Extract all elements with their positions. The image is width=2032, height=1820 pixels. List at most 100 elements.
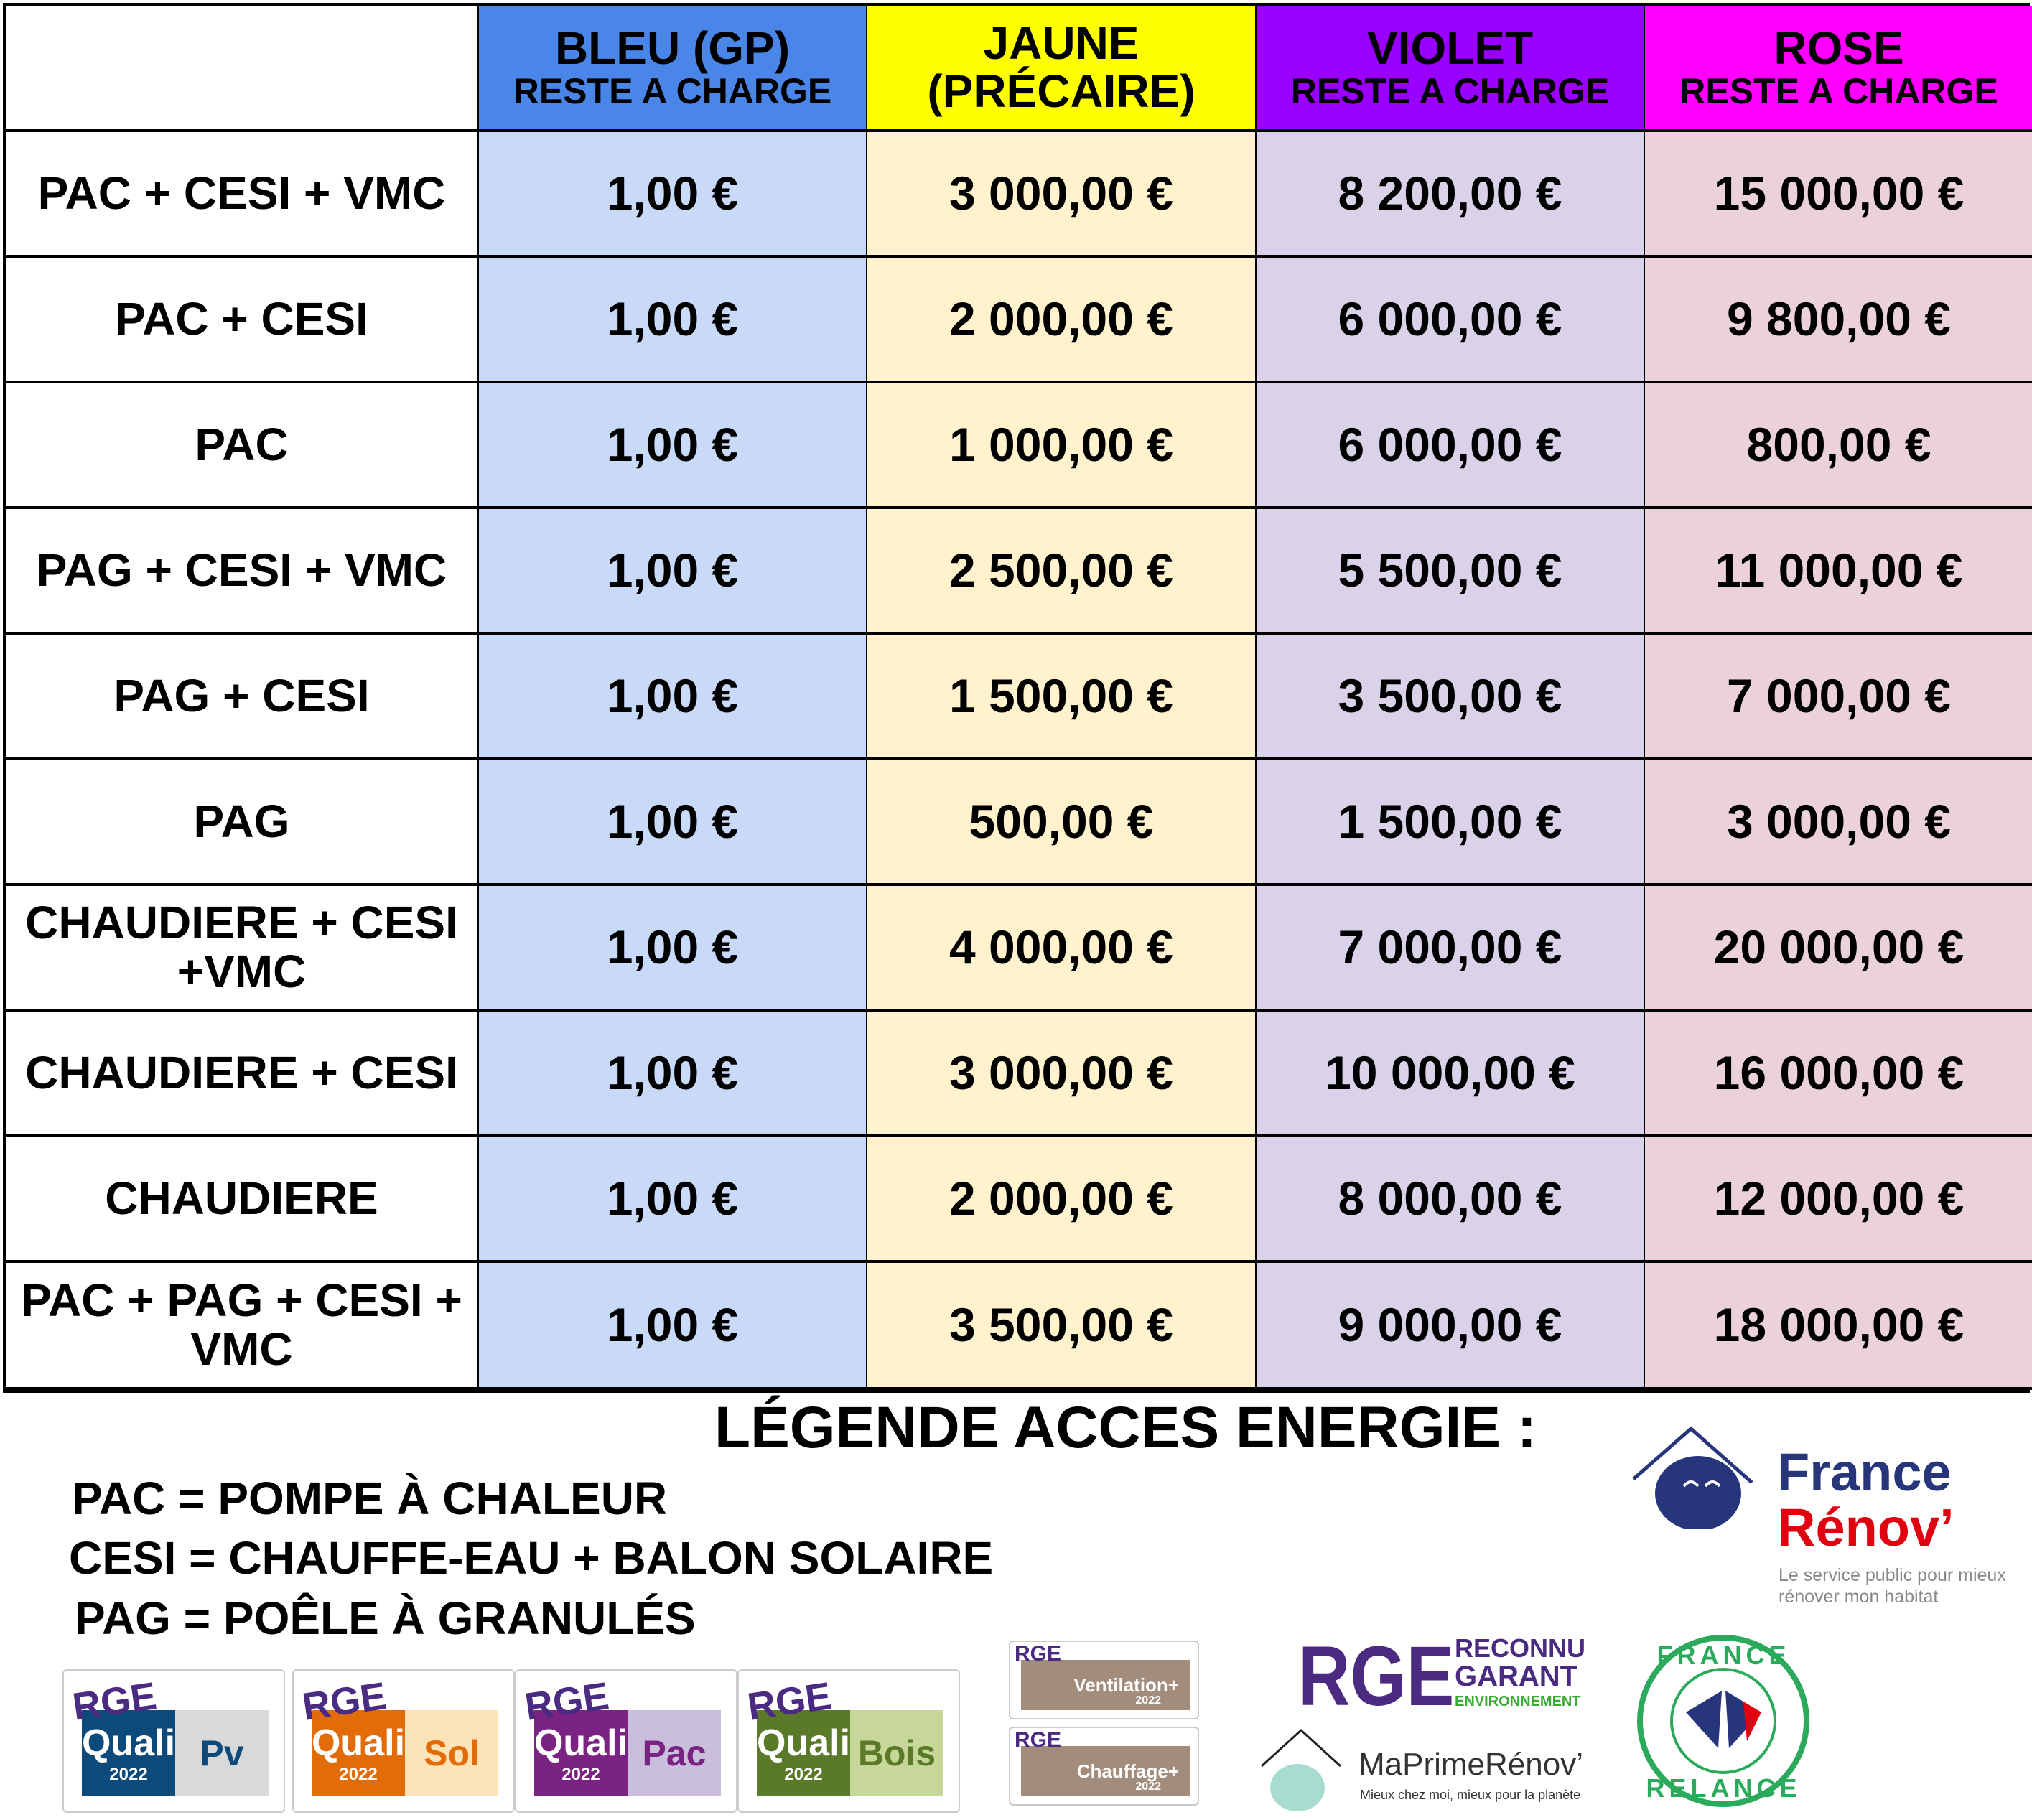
france-relance-logo: FRANCE RELANCE — [1636, 1633, 1812, 1809]
price-cell: 6 000,00 € — [1257, 258, 1645, 383]
label-text: Ventilation+ — [1073, 1674, 1179, 1696]
rge-garant-logo: RGE RECONNU GARANT ENVIRONNEMENT — [1298, 1629, 1586, 1724]
price-value: 1,00 € — [606, 668, 739, 722]
year-text: 2022 — [784, 1765, 823, 1784]
price-value: 1,00 € — [606, 417, 739, 471]
price-value: 3 000,00 € — [1727, 794, 1951, 848]
price-value: 8 200,00 € — [1338, 166, 1562, 220]
price-value: 3 000,00 € — [949, 1045, 1173, 1099]
column-header: ROSE RESTE A CHARGE — [1645, 6, 2032, 132]
price-value: 20 000,00 € — [1713, 920, 1965, 974]
row-label: PAC + CESI + VMC — [6, 132, 479, 258]
column-subtitle: (PRÉCAIRE) — [927, 65, 1196, 117]
price-value: 2 000,00 € — [949, 291, 1173, 345]
price-value: 2 000,00 € — [949, 1171, 1173, 1225]
price-cell: 20 000,00 € — [1645, 886, 2032, 1012]
row-label-text: PAG + CESI — [113, 669, 370, 722]
rge-text: RGE — [1015, 1728, 1062, 1752]
legend-title: LÉGENDE ACCES ENERGIE : — [714, 1395, 1537, 1460]
quali-suffix: Sol — [424, 1733, 480, 1773]
quali-text: Quali — [311, 1722, 406, 1764]
column-subtitle: RESTE A CHARGE — [1679, 71, 1998, 112]
column-header: BLEU (GP) RESTE A CHARGE — [479, 6, 867, 132]
row-label-text: PAC + CESI — [115, 292, 368, 345]
column-subtitle: RESTE A CHARGE — [1290, 71, 1610, 112]
price-value: 8 000,00 € — [1338, 1171, 1562, 1225]
price-cell: 16 000,00 € — [1645, 1012, 2032, 1137]
quali-pac-logo: Quali 2022 Pac RGE — [515, 1669, 737, 1813]
row-label-text: PAG — [193, 795, 290, 847]
price-cell: 2 000,00 € — [867, 258, 1257, 383]
legend-line: PAG = POÊLE À GRANULÉS — [75, 1592, 696, 1644]
price-value: 9 800,00 € — [1727, 291, 1951, 345]
price-cell: 1 500,00 € — [1257, 760, 1645, 886]
price-cell: 3 500,00 € — [1257, 635, 1645, 760]
row-label: CHAUDIERE + CESI +VMC — [6, 886, 479, 1012]
house-face-icon — [1260, 1728, 1342, 1811]
quali-sol-logo: Quali 2022 Sol RGE — [292, 1669, 515, 1813]
price-cell: 800,00 € — [1645, 383, 2032, 509]
quali-bois-logo: Quali 2022 Bois RGE — [737, 1669, 960, 1813]
row-label: PAC + PAG + CESI + VMC — [6, 1263, 479, 1390]
quali-suffix: Pac — [642, 1733, 707, 1773]
france-renov-logo: France Rénov’ Le service public pour mie… — [1630, 1414, 2032, 1615]
row-label: PAG — [6, 760, 479, 886]
row-label: PAG + CESI + VMC — [6, 509, 479, 635]
price-value: 1,00 € — [606, 166, 739, 220]
row-label: PAC + CESI — [6, 258, 479, 383]
price-cell: 1,00 € — [479, 258, 867, 383]
price-cell: 1,00 € — [479, 886, 867, 1012]
column-title: BLEU (GP) — [554, 22, 791, 75]
maprimerenov-logo: MaPrimeRénov’ Mieux chez moi, mieux pour… — [1258, 1727, 1603, 1813]
price-cell: 4 000,00 € — [867, 886, 1257, 1012]
column-header: JAUNE (PRÉCAIRE) — [867, 6, 1257, 132]
price-value: 800,00 € — [1746, 417, 1931, 471]
price-value: 1 000,00 € — [949, 417, 1173, 471]
price-cell: 6 000,00 € — [1257, 383, 1645, 509]
price-cell: 3 000,00 € — [1645, 760, 2032, 886]
price-cell: 15 000,00 € — [1645, 132, 2032, 258]
row-label-text: PAC + CESI + VMC — [37, 167, 446, 219]
price-cell: 3 000,00 € — [867, 1012, 1257, 1137]
price-cell: 500,00 € — [867, 760, 1257, 886]
price-cell: 3 000,00 € — [867, 132, 1257, 258]
price-value: 2 500,00 € — [949, 543, 1173, 597]
price-cell: 1,00 € — [479, 1137, 867, 1263]
row-label-text: PAC — [195, 418, 289, 470]
price-value: 10 000,00 € — [1325, 1045, 1575, 1099]
price-value: 15 000,00 € — [1713, 166, 1965, 220]
row-label-text: PAG + CESI + VMC — [36, 543, 447, 596]
price-cell: 1,00 € — [479, 509, 867, 635]
year-text: 2022 — [561, 1765, 600, 1784]
price-value: 7 000,00 € — [1338, 920, 1562, 974]
price-value: 6 000,00 € — [1338, 417, 1562, 471]
price-cell: 11 000,00 € — [1645, 509, 2032, 635]
price-value: 1,00 € — [606, 1045, 739, 1099]
price-value: 1,00 € — [606, 543, 739, 597]
price-table: BLEU (GP) RESTE A CHARGE JAUNE (PRÉCAIRE) VI… — [3, 3, 2032, 1393]
price-cell: 1,00 € — [479, 635, 867, 760]
year-text: 2022 — [1135, 1694, 1161, 1707]
row-label: PAC — [6, 383, 479, 509]
quali-text: Quali — [533, 1722, 628, 1764]
price-value: 1 500,00 € — [949, 668, 1173, 722]
price-value: 3 500,00 € — [1338, 668, 1562, 722]
price-value: 4 000,00 € — [949, 920, 1173, 974]
rge-chauffage-logo: Chauffage+ 2022 RGE — [1009, 1727, 1199, 1806]
price-cell: 1 500,00 € — [867, 635, 1257, 760]
legend-line: CESI = CHAUFFE-EAU + BALON SOLAIRE — [69, 1532, 994, 1584]
quali-pv-logo: Quali 2022 Pv RGE — [62, 1669, 285, 1813]
price-value: 1,00 € — [606, 1171, 739, 1225]
price-value: 1,00 € — [606, 920, 739, 974]
row-label-text: PAC + PAG + CESI + VMC — [21, 1274, 462, 1375]
column-title: ROSE — [1774, 22, 1904, 75]
price-value: 500,00 € — [969, 794, 1154, 848]
quali-suffix: Bois — [857, 1733, 936, 1773]
price-cell: 12 000,00 € — [1645, 1137, 2032, 1263]
row-label-text: CHAUDIERE + CESI +VMC — [25, 897, 458, 997]
price-cell: 7 000,00 € — [1257, 886, 1645, 1012]
price-cell: 2 000,00 € — [867, 1137, 1257, 1263]
column-header: VIOLET RESTE A CHARGE — [1257, 6, 1645, 132]
price-value: 6 000,00 € — [1338, 291, 1562, 345]
quali-text: Quali — [81, 1722, 176, 1764]
